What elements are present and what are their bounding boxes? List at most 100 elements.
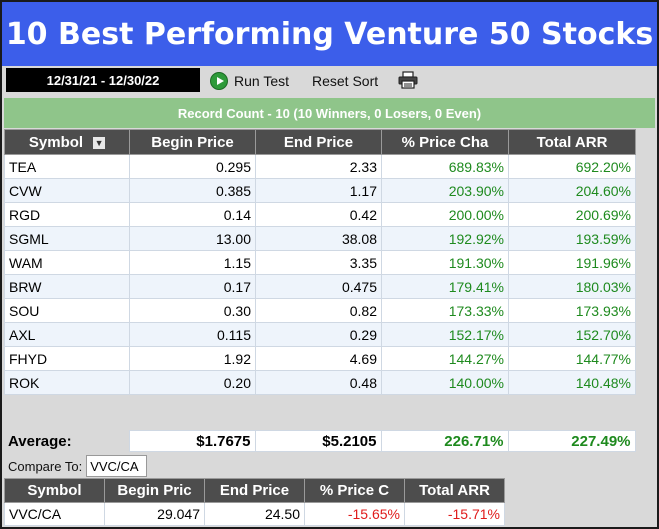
cell-begin-price: 0.295 — [129, 154, 256, 179]
column-header-begin-price[interactable]: Begin Price — [129, 129, 256, 155]
cell-pct-change: 144.27% — [381, 346, 509, 371]
compare-to-label: Compare To: — [8, 458, 83, 474]
table-row[interactable]: SOU 0.30 0.82 173.33% 173.93% — [4, 298, 636, 323]
cell-end-price: 1.17 — [255, 178, 382, 203]
cell-begin-price: 0.14 — [129, 202, 256, 227]
cell-symbol: TEA — [4, 154, 130, 179]
cell-end-price: 0.82 — [255, 298, 382, 323]
table-row[interactable]: WAM 1.15 3.35 191.30% 191.96% — [4, 250, 636, 275]
cell-symbol: WAM — [4, 250, 130, 275]
cell-begin-price: 0.17 — [129, 274, 256, 299]
column-header-pct-change[interactable]: % Price Cha — [381, 129, 509, 155]
cell-end-price: 4.69 — [255, 346, 382, 371]
cell-total-arr: 180.03% — [508, 274, 636, 299]
cell-total-arr: 140.48% — [508, 370, 636, 395]
compare-end-price: 24.50 — [204, 502, 305, 526]
run-test-label: Run Test — [234, 73, 289, 89]
compare-row: VVC/CA 29.047 24.50 -15.65% -15.71% — [4, 502, 505, 526]
cell-end-price: 38.08 — [255, 226, 382, 251]
printer-icon[interactable] — [398, 71, 418, 89]
cell-total-arr: 692.20% — [508, 154, 636, 179]
cell-pct-change: 203.90% — [381, 178, 509, 203]
average-pct-change: 226.71% — [380, 430, 509, 452]
table-row[interactable]: AXL 0.115 0.29 152.17% 152.70% — [4, 322, 636, 347]
cell-pct-change: 179.41% — [381, 274, 509, 299]
cell-symbol: SGML — [4, 226, 130, 251]
record-count-bar: Record Count - 10 (10 Winners, 0 Losers,… — [4, 98, 655, 128]
cell-total-arr: 152.70% — [508, 322, 636, 347]
compare-pct-change: -15.65% — [304, 502, 405, 526]
date-range-selector[interactable]: 12/31/21 - 12/30/22 — [6, 68, 200, 92]
cell-pct-change: 191.30% — [381, 250, 509, 275]
cell-begin-price: 0.115 — [129, 322, 256, 347]
results-area: Symbol ▼ Begin Price End Price % Price Ch… — [4, 129, 655, 425]
compare-header-begin-price: Begin Pric — [104, 478, 205, 503]
compare-to-group: Compare To: VVC/CA — [4, 454, 148, 478]
cell-begin-price: 13.00 — [129, 226, 256, 251]
cell-pct-change: 140.00% — [381, 370, 509, 395]
cell-begin-price: 0.20 — [129, 370, 256, 395]
cell-pct-change: 689.83% — [381, 154, 509, 179]
compare-header-pct-change: % Price C — [304, 478, 405, 503]
cell-total-arr: 200.69% — [508, 202, 636, 227]
average-total-arr: 227.49% — [507, 430, 636, 452]
average-end-price: $5.2105 — [254, 430, 382, 452]
cell-symbol: AXL — [4, 322, 130, 347]
compare-total-arr: -15.71% — [404, 502, 505, 526]
table-row[interactable]: SGML 13.00 38.08 192.92% 193.59% — [4, 226, 636, 251]
cell-pct-change: 152.17% — [381, 322, 509, 347]
cell-begin-price: 1.92 — [129, 346, 256, 371]
table-row[interactable]: ROK 0.20 0.48 140.00% 140.48% — [4, 370, 636, 395]
sort-down-icon[interactable]: ▼ — [93, 136, 106, 149]
table-row[interactable]: FHYD 1.92 4.69 144.27% 144.77% — [4, 346, 636, 371]
reset-sort-button[interactable]: Reset Sort — [312, 73, 379, 89]
average-row: Average: $1.7675 $5.2105 226.71% 227.49% — [4, 430, 636, 452]
compare-table: Symbol Begin Pric End Price % Price C To… — [4, 478, 505, 526]
cell-total-arr: 173.93% — [508, 298, 636, 323]
column-header-symbol[interactable]: Symbol ▼ — [4, 129, 130, 155]
table-row[interactable]: RGD 0.14 0.42 200.00% 200.69% — [4, 202, 636, 227]
results-table: Symbol ▼ Begin Price End Price % Price Ch… — [4, 129, 636, 395]
cell-symbol: BRW — [4, 274, 130, 299]
compare-header-total-arr: Total ARR — [404, 478, 505, 503]
cell-end-price: 0.475 — [255, 274, 382, 299]
cell-end-price: 0.29 — [255, 322, 382, 347]
compare-header-end-price: End Price — [204, 478, 305, 503]
cell-end-price: 0.42 — [255, 202, 382, 227]
cell-total-arr: 144.77% — [508, 346, 636, 371]
column-header-total-arr[interactable]: Total ARR — [508, 129, 636, 155]
cell-pct-change: 200.00% — [381, 202, 509, 227]
compare-begin-price: 29.047 — [104, 502, 205, 526]
cell-symbol: CVW — [4, 178, 130, 203]
cell-begin-price: 1.15 — [129, 250, 256, 275]
compare-header-row: Symbol Begin Pric End Price % Price C To… — [4, 478, 505, 503]
table-header-row: Symbol ▼ Begin Price End Price % Price Ch… — [4, 129, 636, 155]
cell-end-price: 3.35 — [255, 250, 382, 275]
play-icon — [210, 72, 228, 90]
cell-pct-change: 173.33% — [381, 298, 509, 323]
page-title: 10 Best Performing Venture 50 Stocks — [2, 2, 657, 66]
cell-symbol: SOU — [4, 298, 130, 323]
cell-begin-price: 0.30 — [129, 298, 256, 323]
cell-symbol: FHYD — [4, 346, 130, 371]
table-row[interactable]: TEA 0.295 2.33 689.83% 692.20% — [4, 154, 636, 179]
cell-end-price: 2.33 — [255, 154, 382, 179]
average-label: Average: — [8, 432, 72, 450]
compare-to-input[interactable]: VVC/CA — [86, 455, 148, 477]
table-row[interactable]: BRW 0.17 0.475 179.41% 180.03% — [4, 274, 636, 299]
run-test-button[interactable]: Run Test — [210, 70, 289, 92]
cell-symbol: ROK — [4, 370, 130, 395]
compare-header-symbol: Symbol — [4, 478, 105, 503]
toolbar: 12/31/21 - 12/30/22 Run Test Reset Sort — [2, 66, 657, 96]
cell-pct-change: 192.92% — [381, 226, 509, 251]
average-begin-price: $1.7675 — [128, 430, 256, 452]
cell-symbol: RGD — [4, 202, 130, 227]
compare-symbol: VVC/CA — [4, 502, 105, 526]
column-header-end-price[interactable]: End Price — [255, 129, 382, 155]
cell-total-arr: 204.60% — [508, 178, 636, 203]
cell-end-price: 0.48 — [255, 370, 382, 395]
cell-total-arr: 193.59% — [508, 226, 636, 251]
cell-begin-price: 0.385 — [129, 178, 256, 203]
table-row[interactable]: CVW 0.385 1.17 203.90% 204.60% — [4, 178, 636, 203]
